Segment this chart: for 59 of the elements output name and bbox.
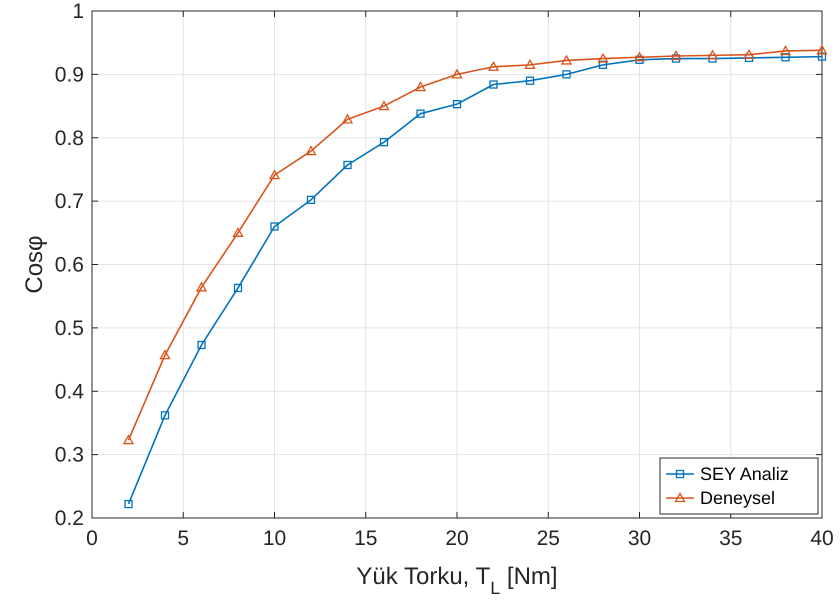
y-tick-label: 0.9: [54, 63, 84, 86]
point: [306, 146, 316, 156]
point: [780, 46, 791, 56]
x-tick-label: 5: [177, 527, 190, 550]
point: [378, 100, 390, 110]
point: [196, 282, 207, 292]
point: [670, 50, 682, 60]
x-tick-label: 10: [262, 527, 286, 550]
point: [269, 170, 280, 180]
point: [197, 340, 206, 350]
point: [343, 160, 352, 170]
point: [452, 69, 462, 79]
point: [524, 60, 536, 70]
x-tick-label: 35: [719, 527, 742, 550]
point: [160, 411, 170, 420]
y-tick-label: 0.3: [54, 444, 84, 467]
point: [306, 196, 316, 204]
point: [124, 500, 133, 508]
x-tick-label: 20: [445, 527, 469, 550]
point: [562, 70, 571, 79]
y-tick-label: 0.2: [54, 507, 84, 530]
point: [598, 53, 608, 63]
point: [816, 45, 828, 54]
x-tick-label: 40: [810, 527, 834, 550]
y-axis-title: Cosφ: [21, 235, 48, 294]
point: [561, 55, 572, 65]
x-tick-label: 30: [628, 527, 652, 550]
y-tick-label: 0.5: [54, 316, 84, 340]
point: [672, 54, 680, 63]
point: [415, 82, 426, 92]
point: [160, 350, 170, 360]
point: [744, 50, 754, 59]
point: [818, 52, 826, 61]
y-tick-label: 1: [72, 0, 84, 23]
point: [380, 138, 388, 146]
point: [270, 222, 279, 231]
point: [526, 76, 534, 85]
x-tick-label: 25: [536, 527, 560, 550]
y-tick-label: 0.8: [54, 126, 84, 150]
legend-label: Deneysel: [700, 488, 776, 508]
point: [342, 114, 353, 124]
point: [232, 228, 244, 237]
point: [416, 110, 425, 118]
point: [707, 50, 718, 60]
legend-label: SEY Analiz: [700, 464, 789, 484]
x-axis-title: Yük Torku, T$_{L}$ [Nm]: [356, 563, 558, 598]
y-tick-label: 0.4: [54, 380, 84, 404]
point: [634, 52, 645, 62]
x-tick-label: 15: [354, 527, 378, 550]
point: [489, 80, 498, 89]
y-tick-label: 0.7: [54, 190, 84, 214]
point: [781, 53, 790, 62]
point: [488, 62, 499, 71]
point: [123, 434, 134, 444]
point: [234, 284, 242, 292]
x-tick-label: 0: [86, 527, 98, 550]
point: [598, 60, 608, 70]
point: [452, 100, 462, 108]
y-tick-label: 0.6: [54, 254, 84, 276]
